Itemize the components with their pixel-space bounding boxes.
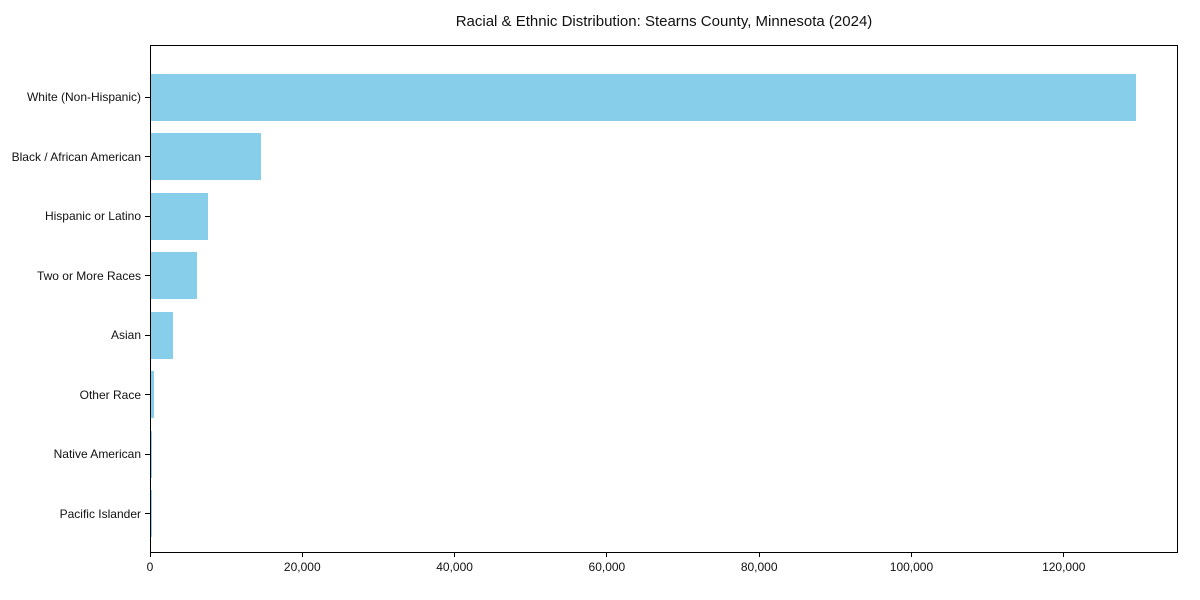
bar-two-or-more-races [151,252,197,299]
y-tick-mark [145,453,150,455]
x-tick-label-80-000: 80,000 [740,560,778,574]
y-tick-mark [145,513,150,514]
x-tick-label-0: 0 [146,560,154,574]
bar-white-non-hispanic [151,73,1137,121]
bar-asian [151,311,174,359]
bar-black-african-american [151,133,261,180]
y-tick-label-other-race: Other Race [79,387,141,402]
y-tick-label-asian: Asian [110,328,141,342]
x-tick-mark [454,553,456,557]
y-tick-mark [145,334,150,336]
plot-area [150,45,1178,553]
y-tick-mark [145,96,150,98]
x-tick-label-40-000: 40,000 [436,560,473,574]
x-tick-mark [910,553,912,557]
x-tick-label-100-000: 100,000 [889,560,934,574]
chart-title: Racial & Ethnic Distribution: Stearns Co… [455,13,873,30]
y-tick-label-pacific-islander: Pacific Islander [59,506,141,521]
y-tick-label-hispanic-or-latino: Hispanic or Latino [44,209,141,223]
y-tick-label-black-african-american: Black / African American [11,149,141,164]
y-tick-mark [145,215,150,217]
x-tick-mark [301,553,303,557]
bar-native-american [151,430,153,478]
y-tick-mark [145,156,150,157]
y-tick-label-native-american: Native American [53,447,141,461]
y-tick-mark [145,394,150,395]
bar-other-race [151,371,154,418]
y-tick-label-white-non-hispanic: White (Non-Hispanic) [26,90,141,104]
x-tick-label-120-000: 120,000 [1042,560,1086,574]
x-tick-label-60-000: 60,000 [588,560,626,574]
y-tick-mark [145,275,150,276]
x-tick-mark [149,553,151,557]
x-tick-label-20-000: 20,000 [283,560,321,574]
bar-hispanic-or-latino [151,192,209,240]
y-tick-label-two-or-more-races: Two or More Races [36,268,141,283]
x-tick-mark [1063,553,1065,557]
x-tick-mark [758,553,760,557]
x-tick-mark [606,553,608,557]
